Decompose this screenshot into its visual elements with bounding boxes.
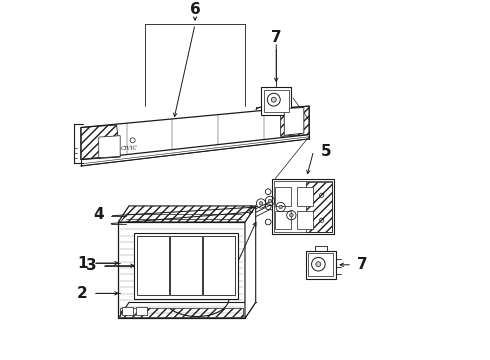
Bar [203, 236, 235, 295]
Bar [297, 188, 313, 206]
Bar [297, 211, 313, 229]
Bar [274, 181, 332, 232]
Polygon shape [99, 136, 120, 158]
Bar [309, 253, 333, 276]
Circle shape [271, 97, 276, 102]
Bar [136, 306, 147, 315]
Polygon shape [119, 206, 256, 222]
Polygon shape [245, 206, 256, 318]
Bar [306, 182, 332, 231]
Circle shape [268, 199, 272, 203]
Bar [134, 233, 238, 299]
Text: 2: 2 [76, 286, 87, 301]
Polygon shape [284, 108, 304, 135]
Bar [120, 307, 243, 316]
Text: 4: 4 [94, 207, 104, 222]
Circle shape [279, 205, 282, 209]
Bar [275, 188, 292, 206]
Text: 1: 1 [77, 256, 87, 270]
Bar [119, 222, 245, 318]
Polygon shape [81, 106, 309, 159]
Bar [272, 179, 334, 234]
Text: 7: 7 [357, 257, 368, 272]
Bar [170, 236, 202, 295]
Circle shape [290, 213, 293, 217]
Text: 5: 5 [321, 144, 331, 159]
Text: 3: 3 [86, 258, 96, 273]
Bar [122, 306, 133, 315]
Text: 7: 7 [271, 30, 282, 45]
Circle shape [316, 262, 321, 267]
Bar [137, 236, 169, 295]
Bar [275, 211, 292, 229]
Bar [264, 90, 289, 112]
Bar [306, 251, 336, 279]
Text: CIVIC: CIVIC [121, 145, 138, 150]
Text: 6: 6 [190, 2, 200, 17]
Bar [261, 87, 292, 115]
Circle shape [259, 202, 263, 205]
